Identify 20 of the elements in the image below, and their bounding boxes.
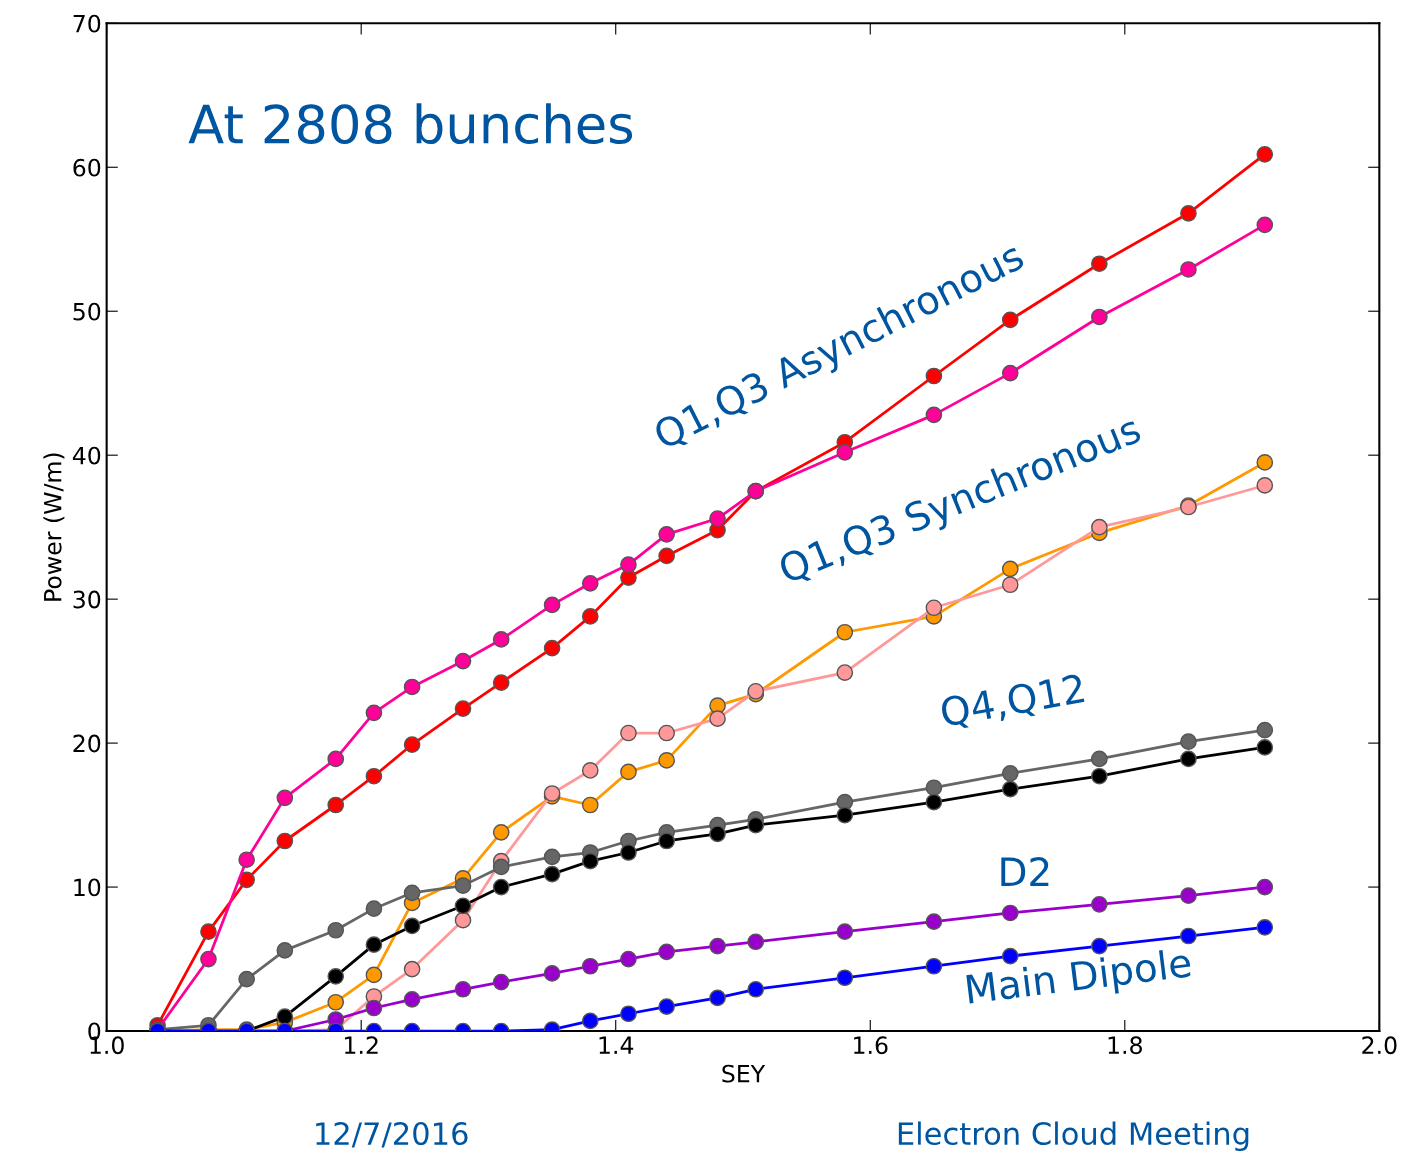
y-tick-label: 50 [73,302,101,321]
annotation: D2 [1001,857,1049,886]
text: At 2808 bunches [188,103,633,145]
annotation: Main Dipole [966,946,1193,1012]
x-tick-label: 2.0 [1362,1036,1397,1055]
x-tick-label: 1.6 [854,1036,888,1055]
y-tick-label: 70 [73,14,101,33]
annotation: Q4,Q12 [939,673,1086,732]
y-tick-label: 20 [73,734,101,753]
y-axis-title: Power (W/m) [43,453,65,601]
y-tick-label: 40 [72,446,101,465]
text: Electron Cloud Meeting [898,1121,1249,1152]
x-tick-label: 1.8 [1108,1036,1142,1055]
x-tick-label: 1.2 [345,1036,378,1054]
y-tick-label: 60 [73,158,101,177]
text: 12/7/2016 [316,1121,468,1148]
y-tick-label: 10 [74,878,101,897]
y-tick-label: 30 [73,590,101,609]
x-tick-label: 1.4 [599,1036,634,1054]
x-axis-title: SEY [722,1064,766,1083]
